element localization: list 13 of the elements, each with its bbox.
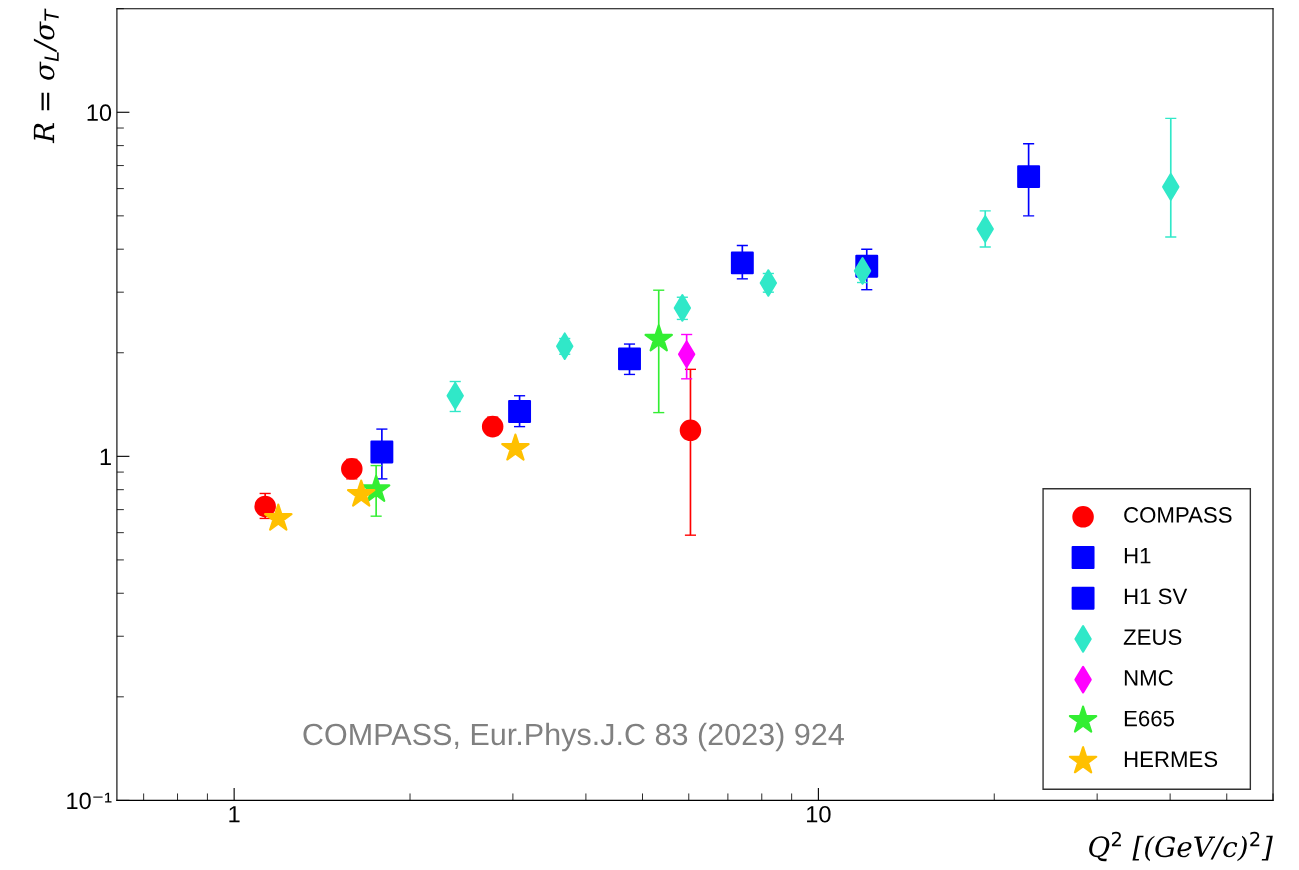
legend-label: NMC: [1124, 669, 1173, 686]
x-axis-title: Q$^{2}$ [(GeV/c)$^{2}$]: [1089, 831, 1273, 862]
legend-label: COMPASS: [1124, 507, 1232, 523]
legend-label: ZEUS: [1123, 629, 1182, 645]
legend-label: H1: [1124, 548, 1151, 564]
legend-label: H1 SV: [1124, 588, 1188, 605]
y-axis-title: R = σ$_{L}$/σ$_{T}$: [33, 8, 59, 144]
y-tick-label: 10⁻¹: [67, 792, 112, 810]
y-tick-label: 10: [87, 104, 112, 122]
legend-label: HERMES: [1124, 751, 1218, 768]
y-tick-label: 1: [100, 448, 111, 465]
annotation: COMPASS, Eur.Phys.J.C 83 (2023) 924: [303, 722, 844, 752]
legend-label: E665: [1124, 710, 1175, 727]
